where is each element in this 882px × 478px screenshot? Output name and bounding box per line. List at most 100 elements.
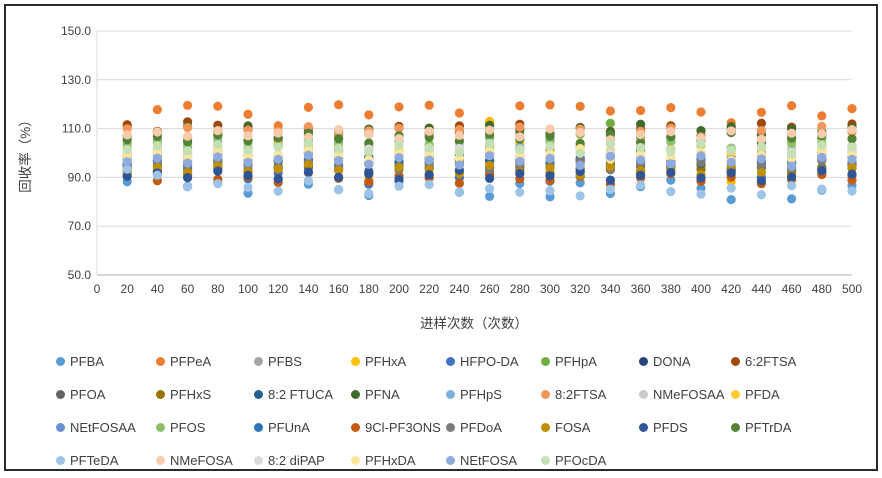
data-point [696,173,706,183]
gridlines [97,30,852,227]
data-point [545,171,555,181]
legend-label: PFPeA [170,353,212,369]
data-point [817,121,827,131]
legend-label: PFHxA [365,353,407,369]
data-point [303,167,313,177]
data-point [787,194,797,204]
data-point [515,101,525,111]
y-tick-label: 150.0 [61,24,91,38]
x-tick-label: 380 [661,282,681,296]
legend-label: PFOA [70,386,106,402]
data-point [213,101,223,111]
legend-marker-icon [351,455,360,465]
data-point [334,156,344,166]
data-point [183,182,193,192]
legend-marker-icon [156,356,165,366]
legend-item: PFHxA [351,354,446,369]
data-point [454,108,464,118]
x-tick-label: 460 [782,282,802,296]
legend-marker-icon [351,356,360,366]
data-point [605,162,616,172]
x-tick-label: 420 [721,282,741,296]
legend-label: PFTeDA [70,452,119,468]
legend-item: PFOS [156,420,254,435]
x-tick-label: 20 [121,282,135,296]
data-point [756,190,767,200]
chart-legend: PFBA PFPeA PFBS PFHxA HFPO-DA PFHpA DONA 6:2FTS… [6,350,876,469]
data-point [666,146,676,157]
data-point [636,143,646,153]
data-point [696,107,706,117]
legend-marker-icon [731,389,740,399]
data-point [545,186,555,196]
legend-marker-icon [56,356,65,366]
legend-item: PFUnA [254,420,351,435]
legend-label: PFOcDA [555,452,607,468]
x-tick-label: 100 [238,282,258,296]
data-point [605,106,616,116]
legend-label: 9Cl-PF3ONS [365,419,441,435]
legend-marker-icon [56,389,65,399]
data-point [334,100,344,110]
data-point [726,195,736,205]
data-point [696,151,706,161]
x-tick-label: 140 [298,282,318,296]
data-point [817,111,827,121]
legend-marker-icon [639,422,648,432]
data-point [183,123,193,133]
data-point [817,140,827,150]
y-tick-label: 50.0 [68,268,92,282]
data-point [636,105,646,116]
legend-label: NEtFOSA [460,452,518,468]
y-tick-label: 110.0 [62,122,91,136]
data-point [152,127,162,137]
legend-marker-icon [156,455,165,465]
data-point [726,145,736,155]
data-point [756,154,767,164]
data-point [787,101,797,111]
data-point [122,157,132,167]
plot-area: 50.0 70.0 90.0 110.0 130.0 150.0 0 20 40 60 80 100 1… [17,24,862,331]
x-tick-label: 480 [812,282,832,296]
legend-label: 8:2FTSA [555,386,607,402]
legend-item: PFTeDA [56,453,156,468]
legend-label: PFDoA [460,419,502,435]
data-point [726,126,736,136]
data-point [394,140,404,150]
data-point [756,126,767,136]
legend-label: PFHxS [170,386,212,402]
legend-item: NEtFOSA [446,453,541,468]
data-point [364,110,374,120]
legend-marker-icon [731,356,740,366]
legend-marker-icon [541,455,550,465]
data-point [243,145,253,155]
data-point [817,152,827,162]
data-point [122,171,132,181]
data-point [605,175,616,185]
data-point [756,118,767,128]
legend-label: 6:2FTSA [745,353,797,369]
legend-item: 9Cl-PF3ONS [351,420,446,435]
data-point [666,126,676,137]
legend-label: PFDA [745,386,780,402]
data-point [847,142,857,152]
legend-item: PFDoA [446,420,541,435]
x-tick-label: 280 [510,282,530,296]
x-tick-label: 260 [480,282,500,296]
data-point [545,153,555,163]
x-tick-label: 300 [540,282,560,296]
legend-marker-icon [351,422,360,432]
data-point [847,134,857,144]
data-point [756,176,767,186]
data-point [454,130,464,140]
data-point [424,126,434,136]
y-tick-label: 130.0 [61,73,91,87]
data-point [636,180,646,190]
data-point [334,143,344,153]
data-point [454,160,464,170]
legend-item: HFPO-DA [446,354,541,369]
data-point [817,129,827,139]
data-point [122,164,132,174]
data-point [515,187,525,197]
data-point [213,140,223,150]
